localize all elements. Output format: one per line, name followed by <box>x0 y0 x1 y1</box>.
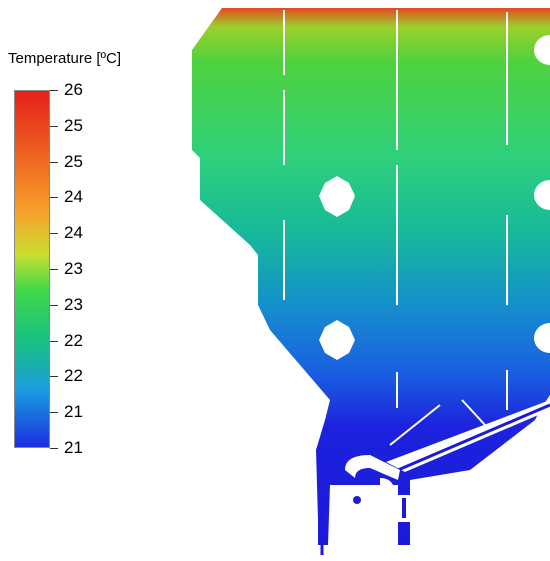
colorbar-tick-label: 25 <box>64 151 83 171</box>
colorbar-tick <box>50 304 58 306</box>
colorbar-tick <box>50 340 58 342</box>
colorbar-tick <box>50 269 58 270</box>
colorbar-tick-label: 21 <box>64 402 83 422</box>
colorbar-tick <box>50 125 58 127</box>
colorbar-tick-label: 26 <box>64 80 83 99</box>
colorbar-tick-label: 23 <box>64 259 83 278</box>
colorbar-tick-label: 22 <box>64 366 83 386</box>
diagonal-slit <box>386 400 550 472</box>
colorbar-tick <box>50 233 58 235</box>
colorbar-tick <box>50 448 58 449</box>
colorbar-tick-label: 25 <box>64 115 83 135</box>
colorbar-tick-label: 24 <box>64 187 83 207</box>
temperature-colorbar <box>14 90 50 448</box>
holes <box>319 35 550 360</box>
divider-lines <box>283 10 508 446</box>
colorbar-tick-label: 24 <box>64 223 83 243</box>
legend-title: Temperature [ºC] <box>8 50 122 67</box>
colorbar-tick <box>50 90 58 91</box>
colorbar-tick-label: 22 <box>64 330 83 350</box>
colorbar-tick-label: 23 <box>64 294 83 314</box>
colorbar-tick <box>50 412 58 414</box>
colorbar-tick-label: 21 <box>64 438 83 457</box>
domain-body <box>192 8 550 545</box>
colorbar-tick <box>50 376 58 378</box>
pipe-fittings <box>320 455 410 555</box>
colorbar-tick <box>50 161 58 163</box>
colorbar-tick <box>50 197 58 199</box>
